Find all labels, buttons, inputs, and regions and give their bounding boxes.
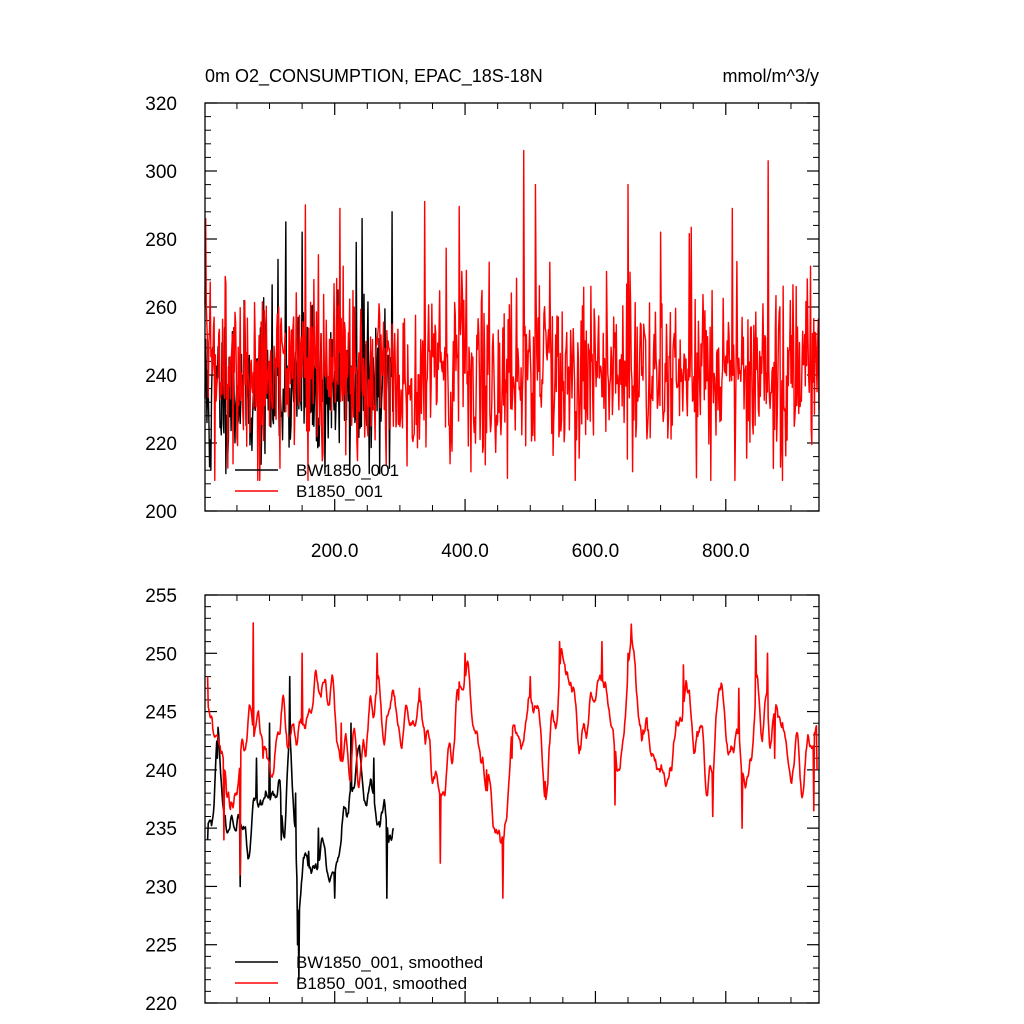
bottom-panel: 220 225 230 235 240 245 250 255 BW1850_001, smo… [145,586,820,1015]
top-plot-frame [204,102,820,512]
y-tick-label: 245 [145,703,177,724]
bottom-y-axis: 220 225 230 235 240 245 250 255 [145,586,819,1015]
legend-label-b1850-001-smoothed: B1850_001, smoothed [296,974,467,993]
legend-label-bw1850-001: BW1850_001 [296,461,399,480]
legend-label-b1850-001: B1850_001 [296,482,383,501]
y-tick-label: 230 [145,877,177,898]
bottom-x-axis [236,595,792,1003]
y-tick-label: 250 [145,644,177,665]
bottom-plot-frame [204,594,820,1004]
y-tick-label: 225 [145,936,177,957]
top-chart-title: 0m O2_CONSUMPTION, EPAC_18S-18N [205,66,543,87]
y-tick-label: 220 [145,434,177,455]
top-x-axis: 200.0 400.0 600.0 800.0 [236,103,792,562]
y-tick-label: 320 [145,94,177,115]
series-line-b1850-001 [204,149,820,482]
x-tick-label: 200.0 [311,541,359,562]
y-tick-label: 280 [145,230,177,251]
y-tick-label: 235 [145,819,177,840]
series-line-b1850-001-smoothed [206,622,818,899]
top-legend: BW1850_001 B1850_001 [235,461,399,501]
y-tick-label: 300 [145,162,177,183]
top-chart-units: mmol/m^3/y [723,66,819,86]
y-tick-label: 200 [145,502,177,523]
y-tick-label: 240 [145,761,177,782]
top-panel: 0m O2_CONSUMPTION, EPAC_18S-18N mmol/m^3… [145,66,820,562]
y-tick-label: 240 [145,366,177,387]
x-tick-label: 400.0 [441,541,489,562]
y-tick-label: 255 [145,586,177,607]
y-tick-label: 220 [145,994,177,1015]
legend-label-bw1850-001-smoothed: BW1850_001, smoothed [296,953,483,972]
series-line-bw1850-001-smoothed [206,675,395,981]
y-tick-label: 260 [145,298,177,319]
x-tick-label: 800.0 [702,541,750,562]
bottom-legend: BW1850_001, smoothed B1850_001, smoothed [235,953,483,993]
x-tick-label: 600.0 [572,541,620,562]
